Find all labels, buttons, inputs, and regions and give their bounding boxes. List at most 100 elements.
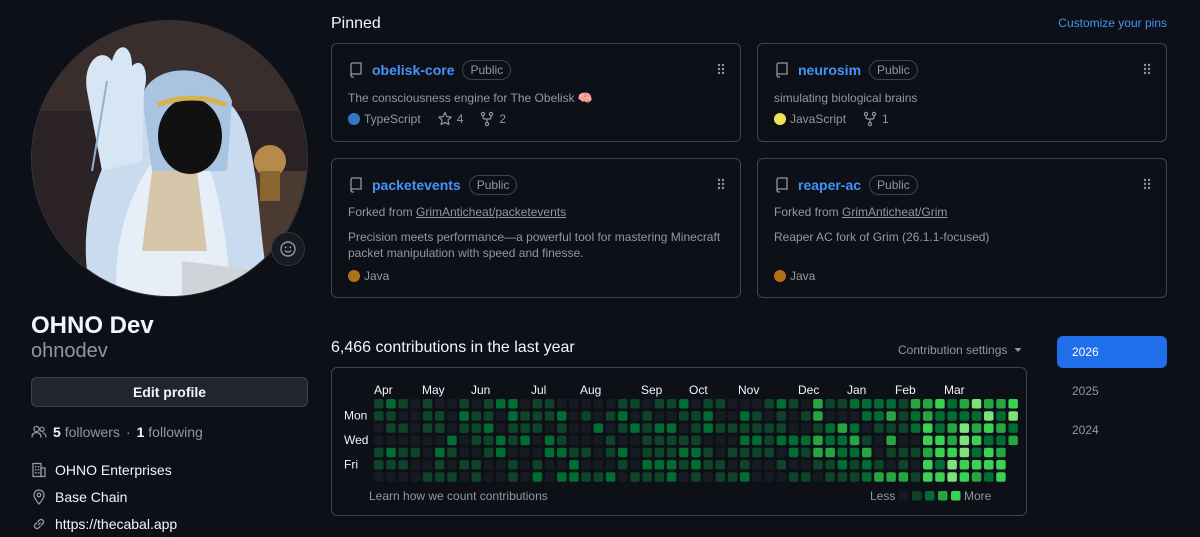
contribution-day[interactable] [703, 423, 713, 433]
following-link[interactable]: 1 following [137, 424, 203, 440]
contribution-day[interactable] [923, 411, 933, 421]
contribution-day[interactable] [581, 472, 591, 482]
contribution-day[interactable] [557, 472, 567, 482]
contribution-day[interactable] [764, 472, 774, 482]
contribution-day[interactable] [740, 447, 750, 458]
contribution-day[interactable] [1008, 435, 1018, 446]
contribution-day[interactable] [422, 411, 433, 421]
contribution-day[interactable] [508, 423, 518, 433]
contribution-day[interactable] [825, 447, 835, 458]
contribution-day[interactable] [532, 411, 543, 421]
contribution-day[interactable] [630, 447, 640, 458]
contribution-day[interactable] [447, 423, 457, 433]
contribution-day[interactable] [447, 460, 457, 470]
year-button-2026[interactable]: 2026 [1057, 336, 1167, 368]
contribution-day[interactable] [471, 460, 482, 470]
repo-name-link[interactable]: neurosim [798, 62, 862, 78]
contribution-day[interactable] [910, 472, 921, 482]
contribution-day[interactable] [642, 472, 652, 482]
contribution-day[interactable] [898, 472, 909, 482]
contribution-day[interactable] [532, 472, 543, 482]
contribution-day[interactable] [996, 411, 1006, 421]
contribution-day[interactable] [862, 423, 872, 433]
contribution-day[interactable] [520, 435, 530, 446]
forked-from-link[interactable]: GrimAnticheat/packetevents [416, 205, 567, 219]
contribution-day[interactable] [532, 399, 543, 409]
contribution-day[interactable] [666, 472, 677, 482]
contribution-day[interactable] [862, 411, 872, 421]
contribution-day[interactable] [715, 460, 726, 470]
contribution-day[interactable] [679, 435, 689, 446]
contribution-day[interactable] [532, 460, 543, 470]
drag-handle-icon[interactable] [1142, 177, 1152, 191]
contribution-day[interactable] [703, 460, 713, 470]
contribution-day[interactable] [447, 472, 457, 482]
contribution-day[interactable] [508, 460, 518, 470]
contribution-day[interactable] [813, 399, 823, 409]
set-status-button[interactable] [271, 232, 305, 266]
contribution-day[interactable] [435, 399, 445, 409]
contribution-day[interactable] [435, 435, 445, 446]
repo-forks-link[interactable]: 1 [862, 111, 889, 127]
contribution-day[interactable] [703, 472, 713, 482]
contribution-day[interactable] [691, 447, 701, 458]
contribution-day[interactable] [898, 399, 909, 409]
contribution-day[interactable] [947, 435, 957, 446]
contribution-day[interactable] [410, 435, 421, 446]
contribution-day[interactable] [666, 411, 677, 421]
contribution-day[interactable] [862, 435, 872, 446]
repo-stars-link[interactable]: 4 [437, 111, 463, 127]
drag-handle-icon[interactable] [716, 62, 726, 76]
contribution-day[interactable] [666, 447, 677, 458]
contribution-day[interactable] [581, 399, 591, 409]
contribution-day[interactable] [984, 399, 994, 409]
contribution-day[interactable] [752, 435, 762, 446]
contribution-day[interactable] [581, 447, 591, 458]
contribution-day[interactable] [630, 399, 640, 409]
contribution-day[interactable] [886, 411, 896, 421]
contribution-day[interactable] [764, 447, 774, 458]
contribution-day[interactable] [520, 399, 530, 409]
contribution-day[interactable] [520, 472, 530, 482]
contribution-day[interactable] [727, 472, 738, 482]
contribution-day[interactable] [642, 399, 652, 409]
followers-link[interactable]: 5 followers [53, 424, 120, 440]
contribution-day[interactable] [471, 423, 482, 433]
contribution-day[interactable] [959, 460, 970, 470]
contribution-day[interactable] [923, 460, 933, 470]
contribution-day[interactable] [520, 411, 530, 421]
customize-pins-link[interactable]: Customize your pins [1058, 16, 1167, 30]
contribution-day[interactable] [544, 411, 555, 421]
contribution-day[interactable] [459, 472, 469, 482]
contribution-day[interactable] [618, 399, 628, 409]
contribution-day[interactable] [679, 399, 689, 409]
contribution-day[interactable] [508, 447, 518, 458]
contribution-day[interactable] [703, 447, 713, 458]
contribution-day[interactable] [788, 447, 799, 458]
contribution-day[interactable] [776, 423, 787, 433]
contribution-day[interactable] [776, 399, 787, 409]
contribution-day[interactable] [849, 411, 860, 421]
contribution-day[interactable] [984, 435, 994, 446]
contribution-day[interactable] [447, 399, 457, 409]
contribution-day[interactable] [874, 460, 884, 470]
repo-name-link[interactable]: obelisk-core [372, 62, 455, 78]
contribution-day[interactable] [715, 447, 726, 458]
contribution-day[interactable] [715, 423, 726, 433]
contribution-day[interactable] [569, 411, 579, 421]
contribution-day[interactable] [996, 399, 1006, 409]
contribution-day[interactable] [398, 460, 408, 470]
contribution-day[interactable] [447, 447, 457, 458]
contribution-day[interactable] [666, 399, 677, 409]
contribution-day[interactable] [727, 447, 738, 458]
contribution-day[interactable] [679, 460, 689, 470]
contribution-day[interactable] [544, 472, 555, 482]
contribution-day[interactable] [630, 411, 640, 421]
contribution-day[interactable] [996, 460, 1006, 470]
contribution-day[interactable] [569, 447, 579, 458]
contribution-day[interactable] [886, 435, 896, 446]
contribution-day[interactable] [862, 460, 872, 470]
contribution-day[interactable] [471, 435, 482, 446]
contribution-day[interactable] [703, 399, 713, 409]
contribution-day[interactable] [764, 423, 774, 433]
